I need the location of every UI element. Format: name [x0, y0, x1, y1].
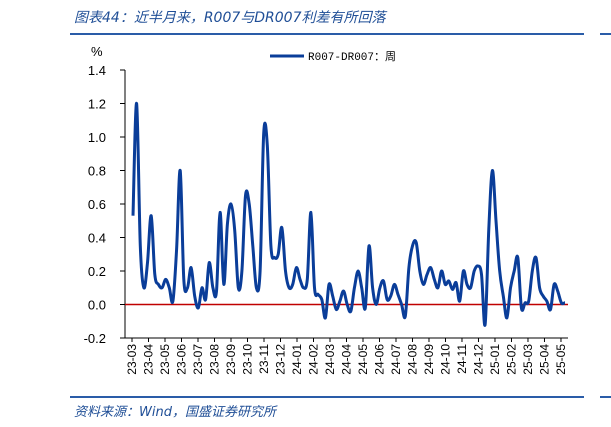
legend: R007-DR007：周	[270, 50, 396, 64]
x-tick-label: 24-02	[306, 344, 320, 375]
y-tick-labels: 1.4 1.2 1.0 0.8 0.6 0.4 0.2 0.0 -0.2	[84, 63, 125, 346]
x-tick-label: 24-01	[290, 344, 304, 375]
x-tick-label: 23-11	[257, 344, 271, 374]
x-tick-label: 23-07	[191, 344, 205, 375]
x-tick-labels: 23-03 23-04 23-05 23-06 23-07 23-08 23-09 23-10…	[125, 338, 568, 375]
top-rule	[70, 33, 584, 35]
y-tick-label: -0.2	[84, 331, 106, 346]
y-tick-label: 1.2	[88, 97, 106, 112]
x-tick-label: 23-10	[240, 344, 254, 375]
bottom-rule	[70, 396, 584, 398]
x-tick-label: 23-08	[207, 344, 221, 375]
top-rule-right	[600, 33, 611, 35]
x-tick-label: 24-03	[323, 344, 337, 375]
x-tick-label: 24-07	[389, 344, 403, 375]
x-tick-label: 23-05	[158, 344, 172, 375]
legend-label: R007-DR007：周	[308, 50, 396, 64]
x-tick-label: 23-03	[125, 344, 139, 375]
x-tick-label: 24-11	[455, 344, 469, 374]
x-tick-label: 25-03	[521, 344, 535, 375]
x-tick-label: 25-05	[554, 344, 568, 375]
y-tick-label: 0.2	[88, 264, 106, 279]
x-tick-label: 23-04	[141, 344, 155, 375]
x-tick-label: 25-01	[488, 344, 502, 375]
y-tick-label: 0.0	[88, 298, 106, 313]
x-tick-label: 24-06	[372, 344, 386, 375]
x-tick-label: 24-04	[339, 344, 353, 375]
x-tick-label: 24-12	[471, 344, 485, 375]
y-axis-unit-label: %	[91, 44, 103, 59]
chart-title: 图表44：近半月来，R007与DR007利差有所回落	[74, 10, 386, 26]
x-tick-label: 24-05	[356, 344, 370, 375]
x-tick-label: 23-09	[224, 344, 238, 375]
series-group	[125, 101, 568, 327]
x-tick-label: 24-10	[438, 344, 452, 375]
y-tick-label: 0.6	[88, 197, 106, 212]
series-line-r007-dr007	[131, 101, 566, 327]
y-tick-label: 1.0	[88, 130, 106, 145]
x-tick-label: 24-09	[422, 344, 436, 375]
source-note: 资料来源：Wind，国盛证券研究所	[74, 405, 276, 420]
y-tick-label: 1.4	[88, 63, 106, 78]
x-tick-label: 25-02	[504, 344, 518, 375]
x-tick-label: 24-08	[405, 344, 419, 375]
x-tick-label: 23-12	[273, 344, 287, 375]
y-tick-label: 0.8	[88, 164, 106, 179]
x-tick-label: 23-06	[174, 344, 188, 375]
bottom-rule-right	[600, 396, 611, 398]
x-tick-label: 25-04	[537, 344, 551, 375]
y-tick-label: 0.4	[88, 231, 106, 246]
